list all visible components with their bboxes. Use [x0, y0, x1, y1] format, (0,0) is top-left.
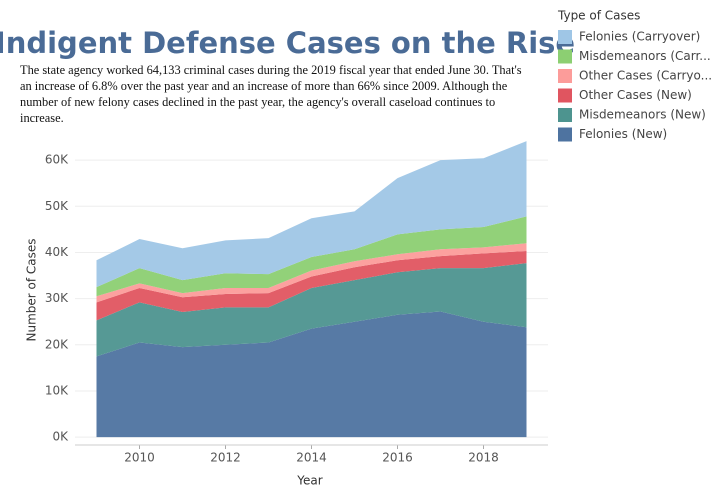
- area: [96, 263, 527, 357]
- legend-swatch: [558, 88, 572, 103]
- legend-item: Other Cases (New): [558, 88, 692, 103]
- y-tick-label: 30K: [45, 291, 69, 305]
- legend-item: Felonies (Carryover): [558, 30, 700, 44]
- y-tick-label: 60K: [45, 153, 69, 167]
- legend-swatch: [558, 30, 572, 44]
- legend-label: Misdemeanors (New): [579, 108, 706, 122]
- area: [96, 311, 527, 438]
- description: The state agency worked 64,133 criminal …: [20, 63, 522, 125]
- x-tick-label: 2014: [296, 451, 327, 465]
- x-axis-label: Year: [296, 474, 322, 488]
- legend-label: Other Cases (Carryo...: [579, 69, 712, 83]
- legend-label: Felonies (New): [579, 127, 667, 141]
- y-axis-label: Number of Cases: [25, 238, 39, 341]
- legend-item: Misdemeanors (New): [558, 108, 706, 122]
- legend-item: Other Cases (Carryo...: [558, 69, 712, 83]
- legend-label: Misdemeanors (Carr...: [579, 49, 711, 63]
- y-tick-label: 40K: [45, 245, 69, 259]
- chart-title: Indigent Defense Cases on the Rise: [0, 26, 575, 60]
- legend-label: Felonies (Carryover): [579, 30, 700, 44]
- legend-swatch: [558, 49, 572, 64]
- x-tick-label: 2016: [382, 451, 413, 465]
- y-tick-label: 0K: [52, 430, 69, 444]
- area: [96, 216, 527, 297]
- legend-title: Type of Cases: [557, 9, 640, 23]
- legend-item: Misdemeanors (Carr...: [558, 49, 711, 64]
- x-tick-label: 2010: [124, 451, 155, 465]
- legend-swatch: [558, 127, 572, 142]
- legend-item: Felonies (New): [558, 127, 667, 142]
- legend-label: Other Cases (New): [579, 88, 692, 102]
- x-tick-label: 2018: [468, 451, 499, 465]
- legend-swatch: [558, 69, 572, 83]
- area: [96, 243, 527, 303]
- y-tick-label: 10K: [45, 383, 69, 397]
- legend-swatch: [558, 108, 572, 122]
- area: [96, 141, 527, 288]
- x-tick-label: 2012: [210, 451, 241, 465]
- y-tick-label: 50K: [45, 199, 69, 213]
- y-tick-label: 20K: [45, 337, 69, 351]
- area: [96, 251, 527, 321]
